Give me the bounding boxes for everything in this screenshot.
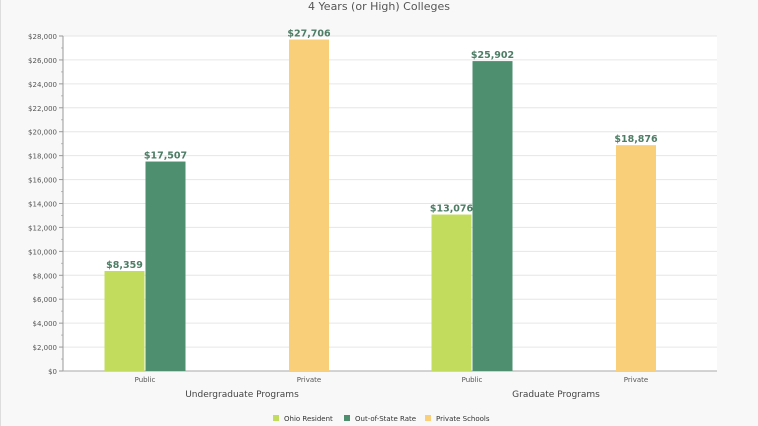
chart-title: 4 Years (or High) Colleges — [308, 0, 450, 13]
x-tick-label: Public — [462, 376, 483, 384]
y-tick-label: $20,000 — [28, 129, 57, 137]
y-tick-label: $8,000 — [33, 272, 58, 280]
legend-swatch — [273, 415, 279, 421]
data-label: $18,876 — [614, 134, 658, 145]
y-tick-label: $22,000 — [28, 105, 57, 113]
y-tick-label: $10,000 — [28, 248, 57, 256]
bar-out-of-state-rate — [472, 61, 513, 371]
x-tick-label: Private — [624, 376, 648, 384]
legend-item: Ohio Resident — [284, 415, 333, 423]
data-label: $25,902 — [471, 50, 514, 61]
group-label: Undergraduate Programs — [185, 390, 299, 400]
bar-ohio-resident — [431, 214, 472, 371]
x-tick-label: Private — [297, 376, 321, 384]
group-label: Graduate Programs — [512, 390, 600, 400]
bar-ohio-resident — [104, 270, 145, 371]
y-tick-label: $12,000 — [28, 224, 57, 232]
bar-out-of-state-rate — [145, 161, 186, 371]
y-tick-label: $4,000 — [33, 320, 58, 328]
y-tick-label: $6,000 — [33, 296, 58, 304]
y-tick-label: $24,000 — [28, 81, 57, 89]
data-label: $8,359 — [106, 260, 143, 271]
legend-item: Private Schools — [436, 415, 490, 423]
bar-private-schools — [616, 145, 656, 371]
bar-private-schools — [289, 39, 329, 372]
x-tick-label: Public — [135, 376, 156, 384]
y-tick-label: $14,000 — [28, 201, 57, 209]
y-tick-label: $0 — [48, 368, 57, 376]
legend-swatch — [344, 415, 350, 421]
y-tick-label: $16,000 — [28, 177, 57, 185]
data-label: $27,706 — [287, 29, 331, 40]
y-tick-label: $28,000 — [28, 33, 57, 41]
data-label: $17,507 — [144, 151, 187, 162]
y-tick-label: $26,000 — [28, 57, 57, 65]
legend-swatch — [425, 415, 431, 421]
y-tick-label: $18,000 — [28, 153, 57, 161]
legend-item: Out-of-State Rate — [355, 415, 416, 423]
y-tick-label: $2,000 — [33, 344, 58, 352]
data-label: $13,076 — [430, 204, 474, 215]
